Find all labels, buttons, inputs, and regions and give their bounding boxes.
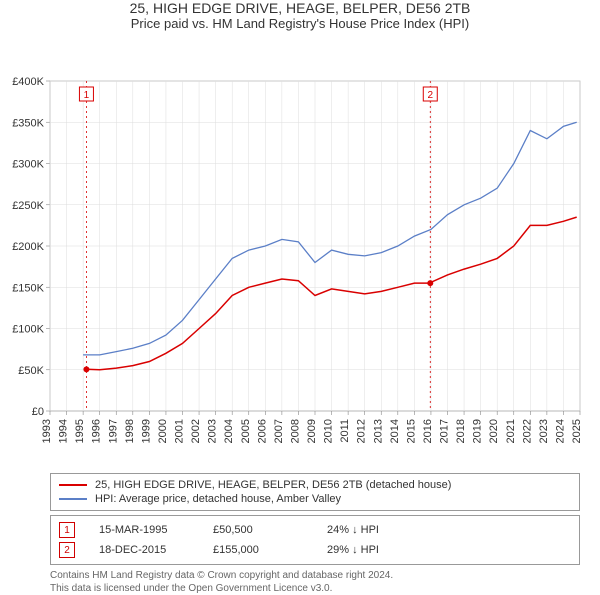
x-tick-label: 2013 bbox=[372, 419, 384, 443]
x-tick-label: 2002 bbox=[190, 419, 202, 443]
x-tick-label: 2017 bbox=[439, 419, 451, 443]
x-tick-label: 2016 bbox=[422, 419, 434, 443]
x-tick-label: 2000 bbox=[157, 419, 169, 443]
x-tick-label: 2025 bbox=[571, 419, 583, 443]
legend-row: HPI: Average price, detached house, Ambe… bbox=[59, 492, 571, 506]
footer-line-2: This data is licensed under the Open Gov… bbox=[50, 582, 580, 595]
x-tick-label: 2022 bbox=[521, 419, 533, 443]
y-tick-label: £200K bbox=[12, 241, 44, 253]
marker-date: 15-MAR-1995 bbox=[99, 524, 189, 536]
marker-table-row: 1 15-MAR-1995 £50,500 24% ↓ HPI bbox=[59, 520, 571, 540]
series-marker bbox=[427, 280, 433, 286]
marker-table: 1 15-MAR-1995 £50,500 24% ↓ HPI 2 18-DEC-2015… bbox=[50, 515, 580, 565]
series-marker bbox=[83, 366, 89, 372]
legend-row: 25, HIGH EDGE DRIVE, HEAGE, BELPER, DE56… bbox=[59, 478, 571, 492]
x-tick-label: 2014 bbox=[389, 419, 401, 443]
x-tick-label: 2010 bbox=[323, 419, 335, 443]
marker-num: 2 bbox=[59, 542, 75, 558]
x-tick-label: 2011 bbox=[339, 419, 351, 443]
x-tick-label: 2023 bbox=[538, 419, 550, 443]
legend-label: 25, HIGH EDGE DRIVE, HEAGE, BELPER, DE56… bbox=[95, 479, 451, 491]
x-tick-label: 2018 bbox=[455, 419, 467, 443]
chart-title: 25, HIGH EDGE DRIVE, HEAGE, BELPER, DE56… bbox=[0, 0, 600, 16]
x-tick-label: 2008 bbox=[289, 419, 301, 443]
x-tick-label: 1995 bbox=[74, 419, 86, 443]
chart-container: 25, HIGH EDGE DRIVE, HEAGE, BELPER, DE56… bbox=[0, 0, 600, 560]
chart-subtitle: Price paid vs. HM Land Registry's House … bbox=[0, 16, 600, 31]
y-tick-label: £150K bbox=[12, 282, 44, 294]
y-tick-label: £250K bbox=[12, 200, 44, 212]
y-tick-label: £300K bbox=[12, 159, 44, 171]
legend-swatch bbox=[59, 498, 87, 500]
legend-label: HPI: Average price, detached house, Ambe… bbox=[95, 493, 341, 505]
marker-price: £50,500 bbox=[213, 524, 303, 536]
x-tick-label: 2020 bbox=[488, 419, 500, 443]
x-tick-label: 2019 bbox=[472, 419, 484, 443]
y-tick-label: £400K bbox=[12, 76, 44, 88]
footer: Contains HM Land Registry data © Crown c… bbox=[50, 569, 580, 595]
x-tick-label: 2004 bbox=[223, 419, 235, 443]
y-tick-label: £350K bbox=[12, 117, 44, 129]
x-tick-label: 1994 bbox=[58, 419, 70, 443]
x-tick-label: 1996 bbox=[91, 419, 103, 443]
y-tick-label: £50K bbox=[18, 365, 44, 377]
x-tick-label: 1997 bbox=[107, 419, 119, 443]
marker-delta: 29% ↓ HPI bbox=[327, 544, 417, 556]
marker-num: 1 bbox=[59, 522, 75, 538]
event-marker-num: 1 bbox=[84, 90, 90, 101]
y-tick-label: £0 bbox=[32, 406, 44, 418]
x-tick-label: 1998 bbox=[124, 419, 136, 443]
x-tick-label: 2006 bbox=[256, 419, 268, 443]
x-tick-label: 2003 bbox=[207, 419, 219, 443]
legend-swatch bbox=[59, 484, 87, 486]
y-tick-label: £100K bbox=[12, 324, 44, 336]
marker-date: 18-DEC-2015 bbox=[99, 544, 189, 556]
x-tick-label: 2009 bbox=[306, 419, 318, 443]
x-tick-label: 2015 bbox=[405, 419, 417, 443]
x-tick-label: 2005 bbox=[240, 419, 252, 443]
marker-table-row: 2 18-DEC-2015 £155,000 29% ↓ HPI bbox=[59, 540, 571, 560]
x-tick-label: 2012 bbox=[356, 419, 368, 443]
event-marker-num: 2 bbox=[427, 90, 433, 101]
legend: 25, HIGH EDGE DRIVE, HEAGE, BELPER, DE56… bbox=[50, 473, 580, 511]
footer-line-1: Contains HM Land Registry data © Crown c… bbox=[50, 569, 580, 582]
x-tick-label: 2024 bbox=[554, 419, 566, 443]
x-tick-label: 1993 bbox=[41, 419, 53, 443]
price-chart: £0 £50K £100K £150K £200K £250K £300K £350K £400… bbox=[0, 35, 600, 467]
x-tick-label: 2007 bbox=[273, 419, 285, 443]
x-tick-label: 2001 bbox=[174, 419, 186, 443]
x-tick-label: 1999 bbox=[140, 419, 152, 443]
x-tick-label: 2021 bbox=[505, 419, 517, 443]
marker-price: £155,000 bbox=[213, 544, 303, 556]
marker-delta: 24% ↓ HPI bbox=[327, 524, 417, 536]
